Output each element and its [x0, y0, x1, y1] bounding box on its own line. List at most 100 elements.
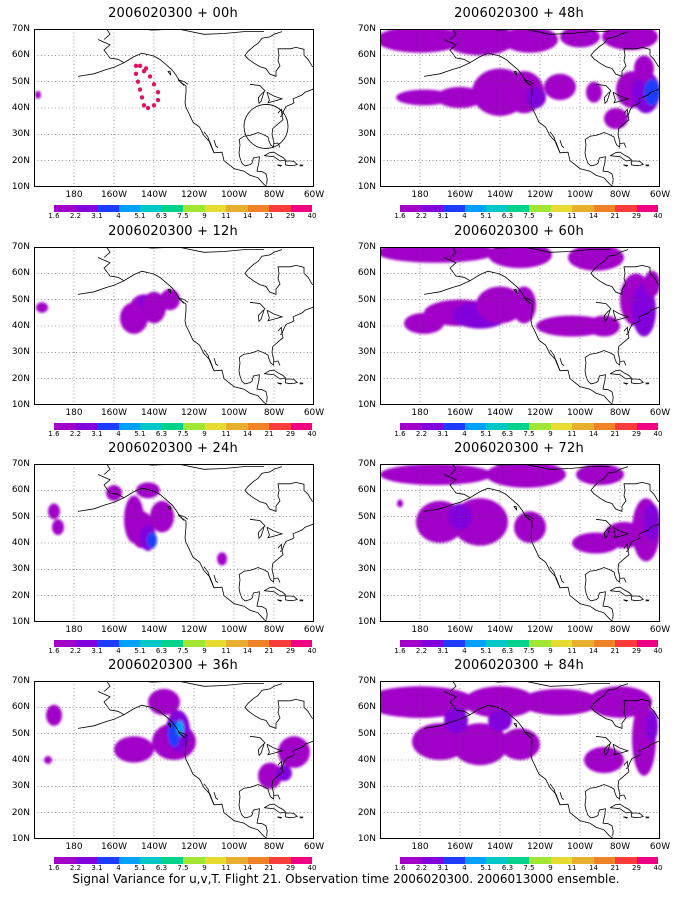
lon-tick-label: 60W: [303, 842, 325, 852]
colorbar-segment: [290, 640, 312, 647]
coastline: [584, 796, 614, 837]
colorbar-segment: [507, 205, 529, 212]
coastline: [213, 357, 219, 366]
colorbar-segment: [421, 205, 443, 212]
colorbar-segment: [161, 857, 183, 864]
colorbar-label: 29: [286, 647, 295, 655]
lon-tick-label: 160W: [446, 842, 474, 852]
colorbar-segment: [636, 423, 658, 430]
variance-contour-region: [148, 688, 180, 716]
coastline: [277, 382, 283, 385]
lat-tick-label: 20N: [11, 807, 30, 818]
lon-tick-label: 120W: [526, 408, 554, 418]
coastline: [284, 160, 298, 167]
colorbar-label: 11: [221, 212, 231, 220]
colorbar-label: 14: [589, 212, 598, 220]
colorbar-segment: [615, 423, 637, 430]
lon-tick-label: 80W: [263, 190, 285, 200]
variance-contour-region: [404, 312, 444, 334]
coastline: [619, 360, 627, 366]
variance-contour-region: [397, 499, 403, 508]
colorbar-segment: [161, 205, 183, 212]
coastline: [645, 164, 650, 167]
colorbar-segment: [269, 423, 291, 430]
colorbar-segment: [572, 205, 594, 212]
coastline: [449, 29, 458, 40]
coastline: [284, 378, 298, 385]
colorbar-segment: [269, 857, 291, 864]
colorbar-segment: [97, 423, 119, 430]
observation-point: [139, 95, 145, 100]
coastline: [77, 257, 125, 295]
lon-tick-label: 160W: [100, 408, 128, 418]
colorbar-label: 5.1: [134, 647, 146, 655]
lon-tick-label: 60W: [303, 190, 325, 200]
coastline: [123, 52, 269, 187]
lon-tick-label: 180: [411, 190, 429, 200]
lat-tick-label: 60N: [11, 485, 30, 496]
map-panel: 2006020300 + 60h 70N 60N 50N 40N 30N 20N 10N 180…: [346, 220, 692, 440]
lat-tick-label: 30N: [11, 781, 30, 792]
colorbar-label: 4: [116, 212, 121, 220]
lat-tick-label: 30N: [357, 564, 376, 575]
panel-title: 2006020300 + 48h: [454, 6, 584, 21]
lon-tick-label: 80W: [263, 625, 285, 635]
lat-tick-label: 40N: [357, 755, 376, 765]
coastline: [266, 91, 284, 104]
lon-tick-label: 120W: [180, 190, 208, 200]
coastline: [177, 79, 189, 86]
lon-tick-label: 60W: [649, 842, 671, 852]
coastline: [238, 31, 314, 148]
map-plot-area: [380, 681, 660, 839]
lon-tick-label: 80W: [609, 408, 631, 418]
lat-tick-label: 10N: [357, 400, 376, 410]
variance-contour-region: [604, 108, 628, 130]
observation-point: [151, 82, 157, 87]
colorbar-segment: [204, 640, 226, 647]
coastline: [277, 599, 283, 602]
lon-tick-label: 80W: [263, 408, 285, 418]
colorbar-segment: [97, 857, 119, 864]
colorbar-label: 1.6: [394, 864, 406, 872]
coastline: [213, 139, 219, 148]
coastline: [469, 704, 615, 839]
variance-contour-region: [160, 289, 180, 311]
colorbar-segment: [529, 640, 551, 647]
variance-contour-region: [380, 247, 496, 263]
colorbar-label: 29: [632, 430, 641, 438]
coastline: [123, 270, 269, 405]
lon-tick-label: 100W: [566, 625, 594, 635]
lon-tick-label: 140W: [486, 625, 514, 635]
colorbar-segment: [204, 423, 226, 430]
target-area-circle: [243, 104, 289, 149]
coastline: [264, 369, 287, 380]
coastline: [264, 803, 287, 814]
coastline: [299, 382, 304, 385]
colorbar-segment: [75, 423, 97, 430]
variance-contour-region: [568, 247, 624, 271]
colorbar-segment: [593, 640, 615, 647]
coastline: [264, 586, 287, 597]
colorbar-segment: [290, 857, 312, 864]
lat-tick-label: 30N: [357, 347, 376, 358]
colorbar-label: 9: [202, 430, 207, 438]
lon-tick-label: 160W: [100, 625, 128, 635]
variance-contour-region: [602, 29, 658, 51]
lat-tick-label: 20N: [11, 590, 30, 601]
colorbar-label: 6.3: [501, 212, 514, 220]
colorbar-label: 5.1: [480, 647, 492, 655]
coastline: [513, 288, 518, 294]
lat-tick-label: 10N: [11, 400, 30, 410]
coastline: [238, 796, 268, 837]
lat-tick-label: 20N: [11, 155, 30, 166]
coastline: [139, 247, 264, 253]
colorbar-label: 2.2: [69, 430, 82, 438]
lon-tick-label: 120W: [180, 408, 208, 418]
lat-tick-label: 40N: [357, 321, 376, 331]
colorbar-label: 14: [589, 647, 598, 655]
coastline: [203, 349, 215, 371]
panel-title: 2006020300 + 00h: [108, 6, 238, 21]
lat-tick-label: 60N: [357, 268, 376, 279]
colorbar-label: 14: [243, 647, 252, 655]
colorbar-segment: [486, 423, 508, 430]
